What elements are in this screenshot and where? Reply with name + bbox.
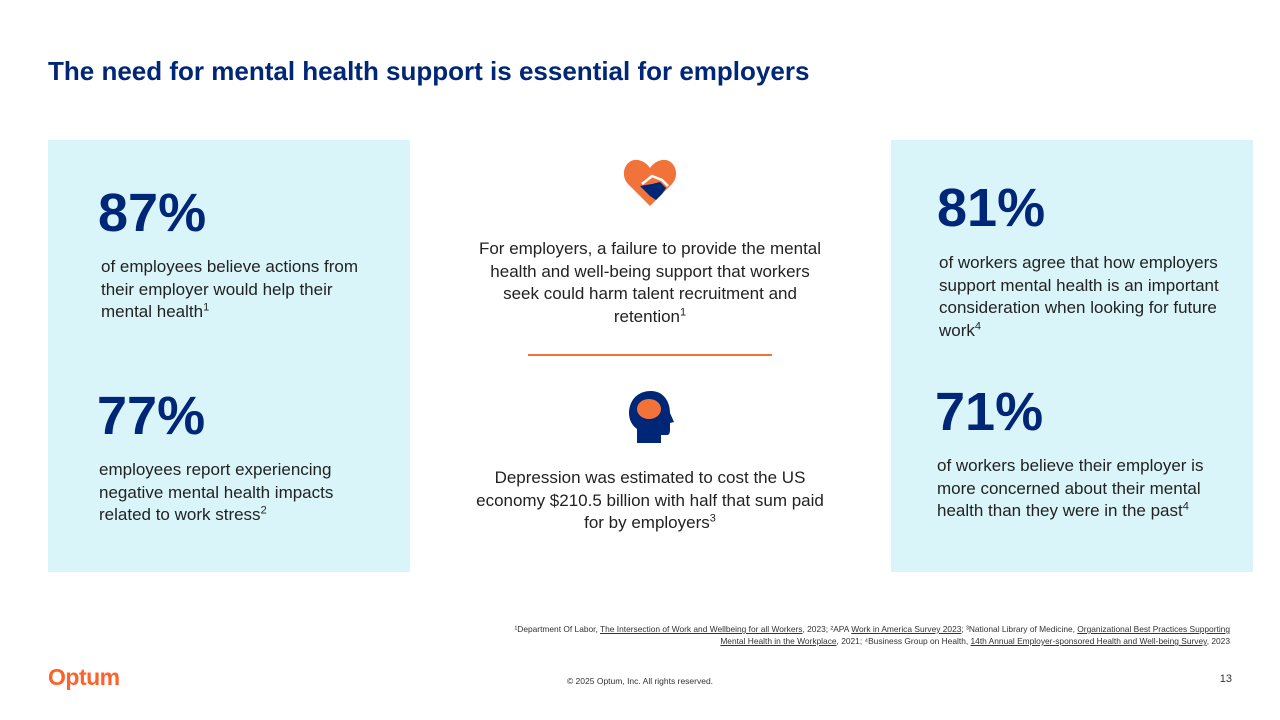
source-link: Work in America Survey 2023	[851, 624, 962, 634]
slide-title: The need for mental health support is es…	[48, 56, 810, 86]
handshake-heart-icon	[623, 159, 677, 206]
source-link: 14th Annual Employer-sponsored Health an…	[970, 636, 1207, 646]
head-icon	[629, 391, 674, 443]
page-number: 13	[1219, 673, 1232, 685]
text: of workers agree that how employers supp…	[939, 253, 1219, 340]
source-link: The Intersection of Work and Wellbeing f…	[600, 624, 803, 634]
text: employees report experiencing negative m…	[99, 460, 334, 524]
text: Depression was estimated to cost the US …	[476, 468, 824, 532]
text: of workers believe their employer is mor…	[937, 456, 1204, 520]
footnote-ref: 2	[260, 504, 267, 517]
right-panel	[891, 140, 1253, 572]
left-panel	[48, 140, 410, 572]
stat-text: of workers agree that how employers supp…	[939, 252, 1224, 342]
footnote: ¹Department Of Labor, The Intersection o…	[510, 623, 1231, 647]
footnote-ref: 4	[974, 319, 982, 332]
stat-text: of employees believe actions from their …	[101, 256, 371, 324]
footnote-text: ¹Department Of Labor,	[514, 624, 600, 634]
stat-text: of workers believe their employer is mor…	[937, 455, 1222, 523]
center-text: For employers, a failure to provide the …	[470, 238, 830, 328]
footnote-ref: 4	[1182, 500, 1189, 513]
stat: 87%	[98, 183, 207, 243]
divider	[528, 354, 772, 356]
footnote-text: , 2023; ²APA	[802, 624, 852, 634]
footnote-ref: 1	[680, 305, 687, 318]
text: For employers, a failure to provide the …	[478, 239, 822, 326]
footnote-ref: 1	[203, 301, 210, 314]
footnote-text: , 2023	[1206, 636, 1230, 646]
stat: 71%	[935, 382, 1044, 442]
copyright: © 2025 Optum, Inc. All rights reserved.	[566, 676, 714, 686]
footnote-text: , 2021; ⁴Business Group on Health,	[836, 636, 971, 646]
stat-text: employees report experiencing negative m…	[99, 459, 374, 527]
logo: Optum	[48, 664, 120, 690]
source-link: Organizational Best Practices Supporting…	[720, 624, 1230, 646]
stat: 81%	[937, 178, 1046, 238]
text: of employees believe actions from their …	[101, 257, 359, 321]
footnote-ref: 3	[709, 512, 716, 525]
center-text: Depression was estimated to cost the US …	[470, 467, 830, 535]
footnote-text: ; ³National Library of Medicine,	[961, 624, 1078, 634]
stat: 77%	[97, 386, 206, 446]
